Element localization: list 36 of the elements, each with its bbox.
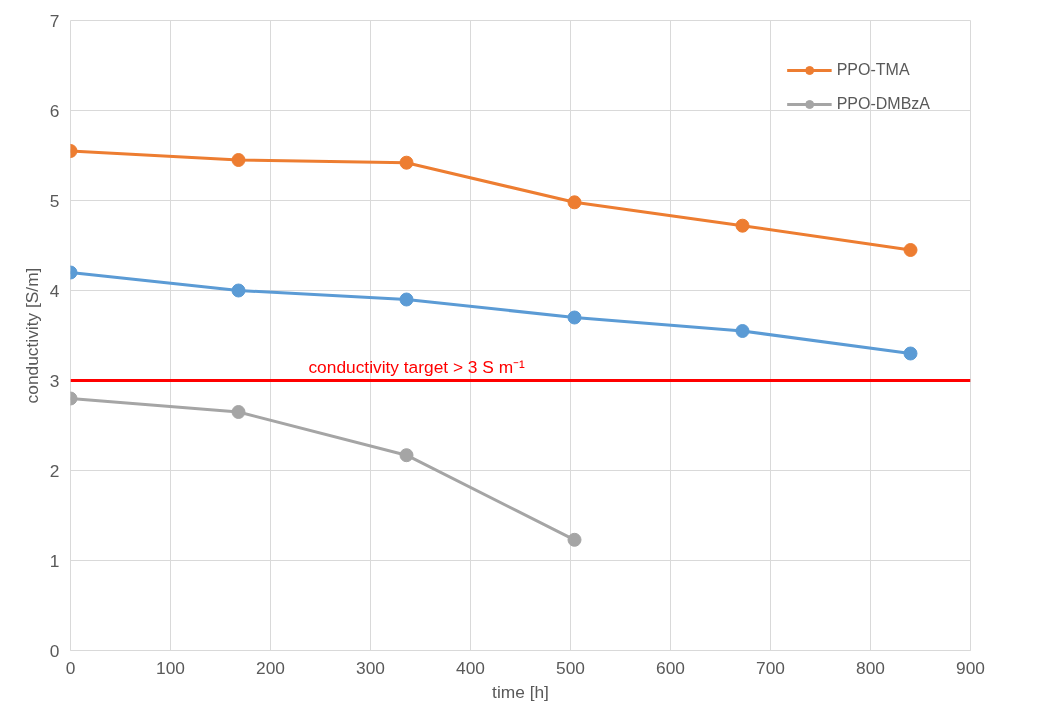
y-tick-label: 6 bbox=[49, 100, 60, 121]
point bbox=[567, 532, 582, 547]
legend-label: PPO-DMBzA bbox=[836, 95, 930, 113]
x-tick-label: 800 bbox=[856, 657, 885, 678]
x-tick-label: 0 bbox=[65, 657, 76, 678]
y-tick-label: 4 bbox=[49, 280, 60, 301]
point bbox=[903, 346, 918, 361]
point bbox=[399, 155, 414, 170]
x-tick-label: 900 bbox=[956, 657, 985, 678]
point bbox=[399, 448, 414, 463]
x-tick-label: 500 bbox=[556, 657, 585, 678]
y-tick-label: 3 bbox=[49, 370, 60, 391]
x-tick-label: 400 bbox=[456, 657, 485, 678]
x-tick-label: 200 bbox=[256, 657, 285, 678]
point bbox=[231, 153, 246, 167]
point bbox=[399, 292, 414, 307]
point bbox=[903, 243, 918, 257]
x-axis-title: time [h] bbox=[492, 681, 549, 702]
point bbox=[735, 218, 750, 233]
y-tick-label: 0 bbox=[49, 640, 60, 661]
x-tick-label: 700 bbox=[756, 657, 785, 678]
x-tick-label: 100 bbox=[156, 657, 185, 678]
point bbox=[231, 283, 246, 298]
legend-label: PPO-TMA bbox=[836, 61, 910, 79]
y-tick-label: 7 bbox=[49, 10, 60, 31]
x-tick-label: 600 bbox=[656, 657, 685, 678]
y-axis-title: conductivity [S/m] bbox=[21, 267, 42, 404]
y-tick-label: 1 bbox=[49, 550, 60, 571]
point bbox=[735, 324, 750, 338]
point bbox=[567, 195, 582, 210]
ref-line-label: conductivity target > 3 S m⁻¹ bbox=[308, 356, 526, 377]
point bbox=[231, 405, 246, 419]
y-tick-label: 2 bbox=[49, 460, 60, 481]
point bbox=[567, 310, 582, 325]
y-tick-label: 5 bbox=[49, 190, 60, 211]
x-tick-label: 300 bbox=[356, 657, 385, 678]
